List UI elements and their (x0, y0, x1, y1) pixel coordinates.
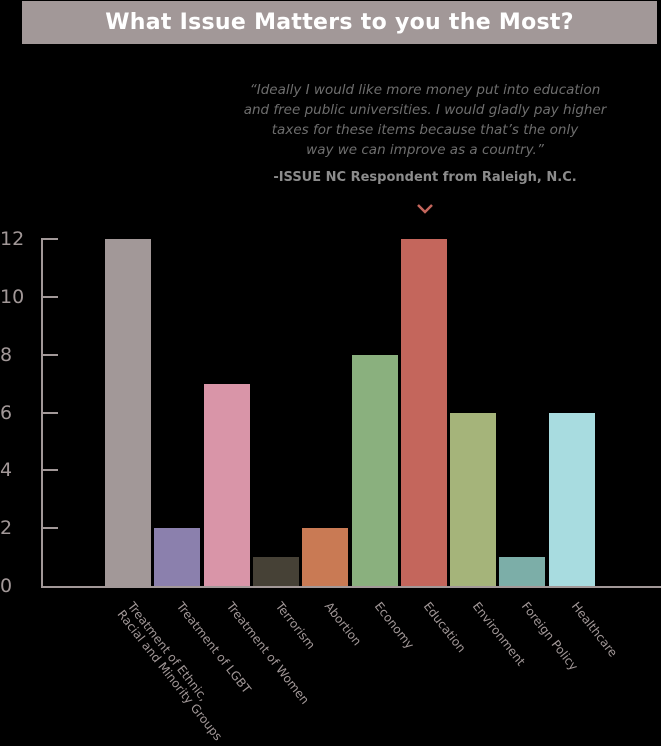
quote-line: taxes for these items because that’s the… (271, 122, 579, 138)
bar (351, 354, 398, 586)
y-tick (41, 411, 58, 414)
y-tick-label: 2 (0, 517, 13, 540)
bar (105, 239, 151, 586)
quote-attribution: -ISSUE NC Respondent from Raleigh, N.C. (273, 170, 577, 185)
y-tick (41, 295, 58, 298)
x-tick-label: Treatment of Ethnic, Racial and Minority… (114, 599, 226, 744)
x-tick-label: Education (420, 599, 469, 656)
y-tick (41, 353, 58, 356)
y-tick-label: 8 (0, 343, 13, 366)
y-tick-label: 6 (0, 401, 13, 424)
y-axis-line (41, 239, 43, 588)
chart-title: What Issue Matters to you the Most? (105, 10, 574, 35)
x-tick-label: Healthcare (568, 599, 620, 660)
x-axis-line (41, 586, 661, 588)
y-tick (41, 527, 58, 530)
bar (400, 239, 447, 586)
x-tick-label: Treatment of Women (223, 599, 312, 707)
x-tick-label: Terrorism (272, 599, 318, 652)
x-tick-label: Abortion (321, 599, 365, 649)
x-tick-label: Environment (469, 599, 529, 669)
quote-line: and free public universities. I would gl… (243, 102, 607, 118)
y-tick-label: 0 (0, 575, 13, 597)
chart-title-banner: What Issue Matters to you the Most? (22, 1, 657, 44)
x-tick-label: Economy (371, 599, 417, 652)
quote-line: “Ideally I would like more money put int… (249, 82, 601, 98)
quote-line: way we can improve as a country.” (306, 142, 544, 158)
chevron-down-icon (417, 204, 433, 214)
y-tick-label: 10 (0, 285, 25, 308)
bar (548, 412, 595, 586)
bar (450, 412, 497, 586)
bar (252, 557, 299, 586)
bar (203, 383, 250, 586)
y-tick-label: 12 (0, 228, 25, 250)
bar (302, 528, 349, 586)
respondent-quote: “Ideally I would like more money put int… (215, 80, 635, 160)
bar (154, 528, 201, 586)
y-tick (41, 238, 58, 240)
y-tick (41, 469, 58, 472)
bar (499, 557, 546, 586)
y-tick-label: 4 (0, 459, 13, 482)
